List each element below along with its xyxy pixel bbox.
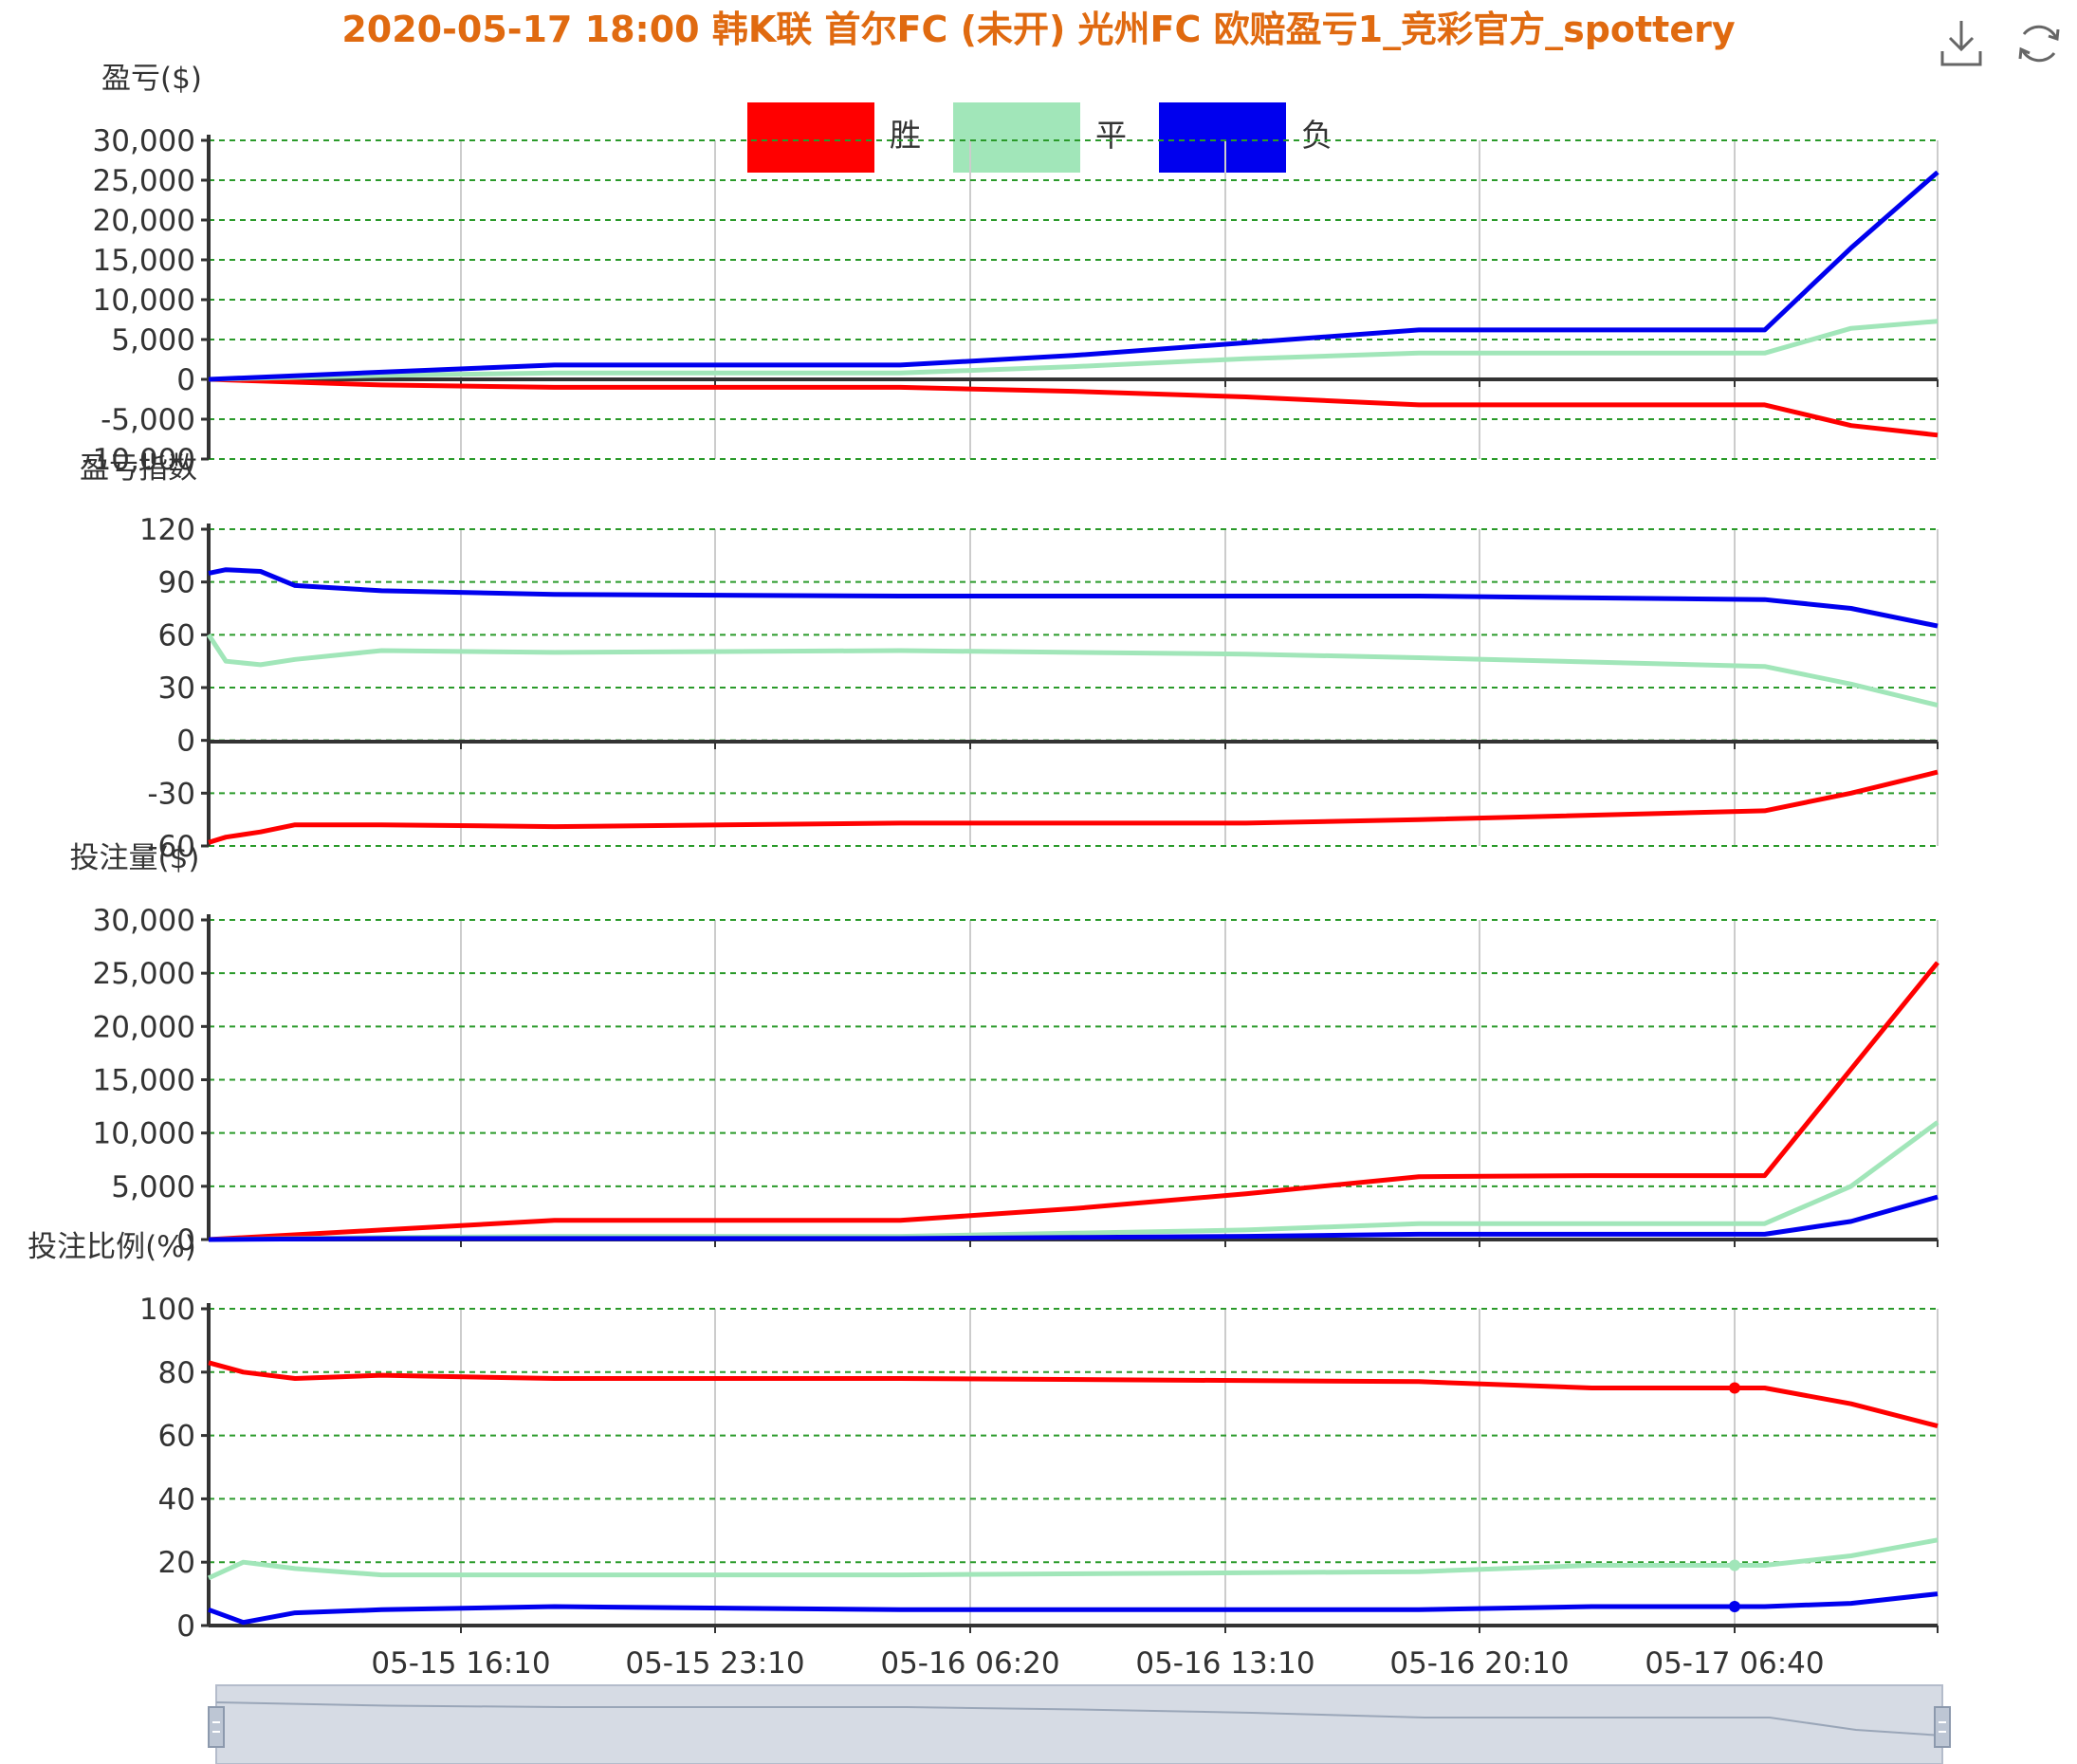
series-point-marker (1729, 1559, 1740, 1571)
y-tick-label: 20 (158, 1546, 195, 1580)
y-tick-label: -10,000 (82, 443, 195, 477)
y-tick-label: 0 (176, 363, 195, 397)
series-line-1 (208, 1120, 1939, 1242)
y-tick-label: -60 (147, 830, 195, 864)
series-line-0 (208, 1360, 1939, 1429)
series-line-2 (208, 1194, 1939, 1242)
panel-title: 投注比例(%) (28, 1230, 196, 1264)
x-tick-label: 05-16 13:10 (1135, 1646, 1314, 1681)
y-tick-label: -5,000 (101, 403, 195, 437)
toolbox (1940, 21, 2060, 66)
y-tick-label: 120 (139, 513, 195, 547)
zoom-handle-right[interactable] (1934, 1706, 1951, 1748)
panel-title: 盈亏指数 (80, 451, 197, 486)
series-line-0 (208, 961, 1939, 1242)
y-tick-label: 0 (176, 1223, 195, 1258)
legend-swatch[interactable] (747, 102, 874, 173)
zoom-track[interactable] (215, 1684, 1943, 1764)
y-tick-label: -30 (147, 777, 195, 811)
panel-2: 30,000 25,000 20,000 15,000 10,000 5,000 0 投注量(… (70, 841, 1939, 1258)
y-tick-label: 30,000 (93, 124, 195, 158)
data-zoom-slider[interactable] (208, 1684, 1951, 1764)
y-tick-label: 25,000 (93, 957, 195, 991)
panel-title: 盈亏($) (101, 62, 202, 96)
y-tick-label: 80 (158, 1356, 195, 1390)
download-icon[interactable] (1940, 21, 1982, 66)
series-line-2 (208, 170, 1939, 382)
panel-3: 100 80 60 40 20 0 投注比例(%) (28, 1230, 1939, 1644)
y-tick-label: 100 (139, 1293, 195, 1327)
series-line-0 (208, 769, 1939, 845)
y-tick-label: 0 (176, 1609, 195, 1644)
y-tick-label: 20,000 (93, 204, 195, 238)
y-tick-label: 10,000 (93, 284, 195, 318)
y-tick-label: 90 (158, 566, 195, 600)
y-tick-label: 15,000 (93, 244, 195, 278)
panel-0: 30,000 25,000 20,000 15,000 10,000 5,000 0 -5,0… (82, 62, 1939, 477)
y-tick-label: 60 (158, 1420, 195, 1454)
chart-panels: 30,000 25,000 20,000 15,000 10,000 5,000 0 -5,0… (28, 62, 1939, 1644)
x-tick-label: 05-15 16:10 (371, 1646, 550, 1681)
series-line-2 (208, 1591, 1939, 1626)
series-line-2 (208, 567, 1939, 629)
legend-label: 胜 (890, 117, 921, 154)
y-tick-label: 25,000 (93, 164, 195, 198)
panel-title: 投注量($) (70, 841, 200, 875)
refresh-icon[interactable] (2018, 25, 2060, 63)
y-tick-label: 15,000 (93, 1064, 195, 1098)
legend-swatch[interactable] (953, 102, 1080, 173)
series-point-marker (1729, 1382, 1740, 1394)
y-tick-label: 5,000 (111, 323, 195, 358)
zoom-handle-left[interactable] (208, 1706, 225, 1748)
x-tick-label: 05-16 20:10 (1389, 1646, 1569, 1681)
legend-label: 负 (1301, 117, 1333, 154)
x-tick-label: 05-15 23:10 (625, 1646, 804, 1681)
y-tick-label: 60 (158, 618, 195, 652)
y-tick-label: 30 (158, 671, 195, 706)
panel-1: 120 90 60 30 0 -30 -60 盈亏指数 (80, 451, 1939, 864)
x-axis-labels: 05-15 16:10 05-15 23:10 05-16 06:20 05-16 1… (371, 1646, 1824, 1681)
series-line-1 (208, 319, 1939, 382)
legend-item-1[interactable]: 平 (953, 102, 1127, 173)
legend-item-0[interactable]: 胜 (747, 102, 921, 173)
legend-swatch[interactable] (1159, 102, 1286, 173)
series-line-1 (206, 633, 1939, 708)
y-tick-label: 0 (176, 725, 195, 759)
x-tick-label: 05-17 06:40 (1645, 1646, 1824, 1681)
legend-item-2[interactable]: 负 (1159, 102, 1333, 173)
series-point-marker (1729, 1600, 1740, 1612)
legend: 胜平负 (747, 102, 1333, 173)
y-tick-label: 5,000 (111, 1170, 195, 1204)
legend-label: 平 (1095, 117, 1127, 154)
series-line-1 (207, 1537, 1939, 1581)
y-tick-label: 30,000 (93, 904, 195, 938)
x-tick-label: 05-16 06:20 (880, 1646, 1059, 1681)
series-line-0 (208, 377, 1939, 438)
y-tick-label: 10,000 (93, 1117, 195, 1151)
zoom-shadow-line (215, 1701, 1943, 1736)
y-tick-label: 40 (158, 1482, 195, 1516)
chart-title: 2020-05-17 18:00 韩K联 首尔FC (未开) 光州FC 欧赔盈亏… (341, 9, 1735, 50)
y-tick-label: 20,000 (93, 1010, 195, 1044)
